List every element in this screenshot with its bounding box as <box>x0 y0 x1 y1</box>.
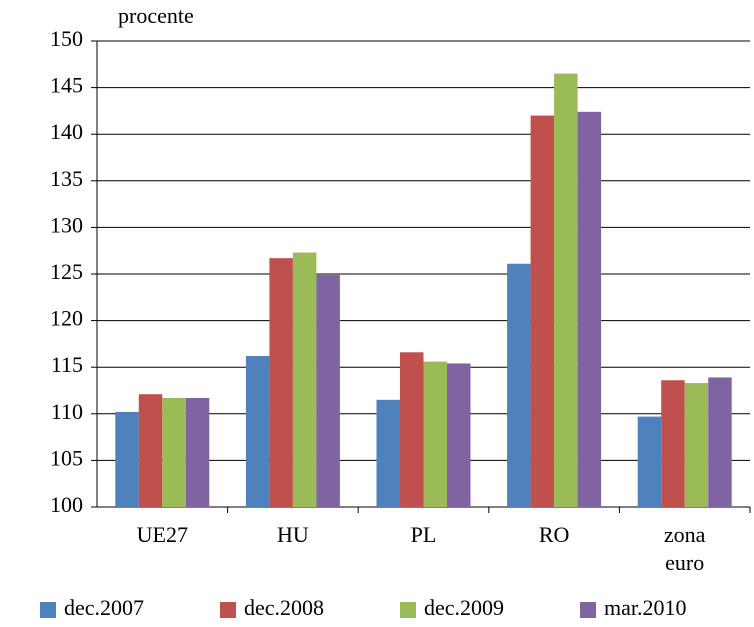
x-tick-label: zona euro <box>663 522 706 575</box>
bar <box>423 361 447 507</box>
bar <box>138 394 163 507</box>
bar <box>376 399 400 507</box>
legend-label: dec.2009 <box>424 595 504 620</box>
legend-label: dec.2007 <box>64 595 144 620</box>
bar <box>554 73 578 508</box>
bar <box>185 397 210 507</box>
y-tick-label: 135 <box>50 166 83 191</box>
x-tick-label: RO <box>538 522 570 547</box>
legend-label: mar.2010 <box>604 595 687 620</box>
legend-label: dec.2008 <box>244 595 324 620</box>
bar <box>292 252 317 507</box>
bar <box>530 115 555 507</box>
y-tick-label: 120 <box>50 306 83 331</box>
y-tick-label: 105 <box>50 445 83 470</box>
legend-swatch <box>220 602 236 618</box>
bar <box>577 111 602 507</box>
y-tick-label: 130 <box>50 212 83 237</box>
y-tick-label: 145 <box>50 73 83 98</box>
bar <box>269 258 293 507</box>
bar <box>115 411 139 507</box>
y-tick-label: 125 <box>50 259 83 284</box>
bar <box>507 263 531 507</box>
legend-swatch <box>400 602 416 618</box>
bar <box>684 383 709 507</box>
legend-swatch <box>40 602 56 618</box>
y-tick-label: 100 <box>50 492 83 517</box>
x-tick-label: UE27 <box>136 522 188 547</box>
bar <box>661 380 685 507</box>
bar <box>316 274 340 507</box>
bar <box>447 363 471 507</box>
legend-swatch <box>580 602 596 618</box>
bar <box>162 397 186 507</box>
bar <box>400 352 424 507</box>
x-tick-label: PL <box>410 522 437 547</box>
x-tick-label: HU <box>277 522 309 547</box>
y-tick-label: 110 <box>51 399 83 424</box>
bar <box>245 356 270 507</box>
bar <box>708 377 732 507</box>
y-tick-label: 140 <box>50 119 83 144</box>
y-axis-label: procente <box>118 3 194 28</box>
y-tick-label: 150 <box>50 26 83 51</box>
bar <box>637 416 662 507</box>
y-tick-label: 115 <box>51 352 83 377</box>
